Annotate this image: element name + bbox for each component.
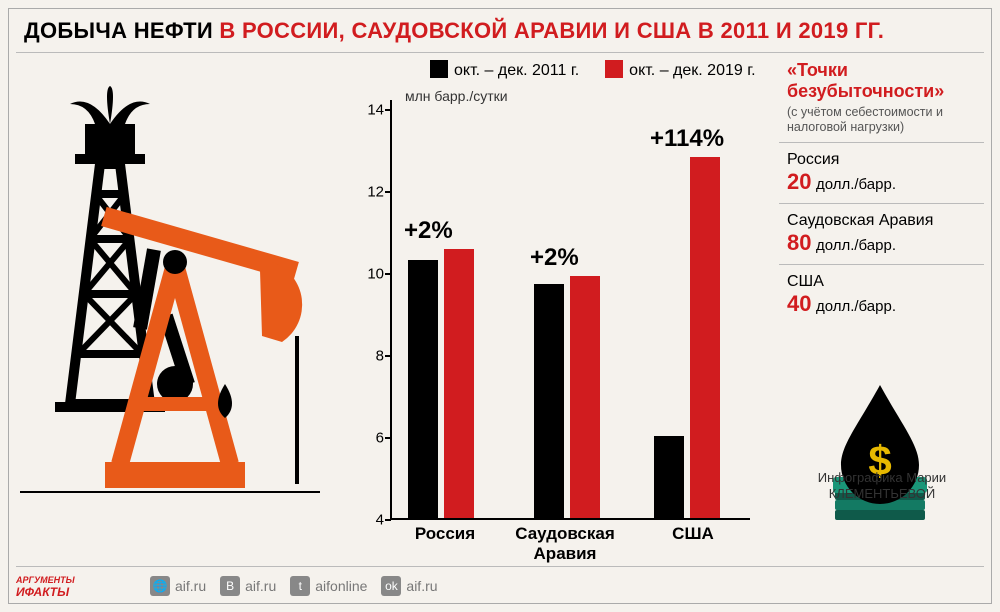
country-label: Россия: [787, 151, 976, 169]
breakeven-item: Россия20 долл./барр.: [779, 142, 984, 203]
bar: [444, 249, 474, 518]
footer: АРГУМЕНТЫ ИФАКТЫ 🌐aif.ruBaif.rutaifonlin…: [16, 566, 984, 600]
y-tick-label: 6: [356, 430, 384, 447]
oil-pumpjack-illustration: [20, 84, 320, 514]
legend-item-2011: окт. – дек. 2011 г.: [430, 60, 579, 80]
breakeven-value: 40: [787, 291, 811, 316]
footer-link[interactable]: 🌐 aif.ru: [150, 576, 206, 596]
footer-link-label: aif.ru: [245, 578, 276, 594]
country-label: Саудовская Аравия: [787, 212, 976, 230]
social-icon: B: [220, 576, 240, 596]
bar: [570, 276, 600, 518]
y-axis: [390, 100, 392, 518]
footer-link-label: aifonline: [315, 578, 367, 594]
title-red: В РОССИИ, САУДОВСКОЙ АРАВИИ И США В 2011…: [219, 18, 884, 43]
group-label: Саудовская Аравия: [510, 524, 620, 564]
title-black: ДОБЫЧА НЕФТИ: [24, 18, 219, 43]
group-label: Россия: [390, 524, 500, 544]
oil-dollar-icon: $: [823, 385, 938, 525]
chart-legend: окт. – дек. 2011 г. окт. – дек. 2019 г.: [430, 60, 756, 80]
pct-label: +2%: [404, 217, 453, 245]
svg-text:АРГУМЕНТЫ: АРГУМЕНТЫ: [16, 575, 76, 585]
footer-link[interactable]: ok aif.ru: [381, 576, 437, 596]
group-label: США: [638, 524, 748, 544]
production-chart: окт. – дек. 2011 г. окт. – дек. 2019 г. …: [330, 56, 760, 556]
legend-swatch-2019: [605, 60, 623, 78]
breakeven-value: 20: [787, 169, 811, 194]
bar: [654, 436, 684, 518]
footer-link-label: aif.ru: [175, 578, 206, 594]
y-tick-label: 8: [356, 348, 384, 365]
footer-link[interactable]: Baif.ru: [220, 576, 276, 596]
svg-text:ИФАКТЫ: ИФАКТЫ: [16, 584, 70, 598]
social-icon: 🌐: [150, 576, 170, 596]
breakeven-item: США40 долл./барр.: [779, 264, 984, 325]
title-bar: ДОБЫЧА НЕФТИ В РОССИИ, САУДОВСКОЙ АРАВИИ…: [16, 12, 984, 53]
bar: [690, 157, 720, 518]
footer-link[interactable]: t aifonline: [290, 576, 367, 596]
y-tick-label: 14: [356, 102, 384, 119]
social-icon: t: [290, 576, 310, 596]
plot-area: 468101214+2%+2%+114%: [390, 110, 750, 520]
page-title: ДОБЫЧА НЕФТИ В РОССИИ, САУДОВСКОЙ АРАВИИ…: [24, 18, 976, 44]
bar: [534, 284, 564, 518]
breakeven-unit: долл./барр.: [816, 298, 896, 315]
social-icon: ok: [381, 576, 401, 596]
breakeven-sidebar: «Точки безубыточности» (с учётом себесто…: [779, 60, 984, 325]
sidebar-note: (с учётом себестоимости и налоговой нагр…: [779, 105, 984, 142]
pct-label: +114%: [650, 125, 724, 153]
breakeven-item: Саудовская Аравия80 долл./барр.: [779, 203, 984, 264]
y-tick-label: 12: [356, 184, 384, 201]
y-tick-label: 4: [356, 512, 384, 529]
legend-swatch-2011: [430, 60, 448, 78]
legend-item-2019: окт. – дек. 2019 г.: [605, 60, 755, 80]
breakeven-unit: долл./барр.: [816, 176, 896, 193]
y-tick-label: 10: [356, 266, 384, 283]
sidebar-title: «Точки безубыточности»: [779, 60, 984, 105]
credit: Инфографика Марии КЛЕМЕНТЬЕВОЙ: [782, 470, 982, 503]
pct-label: +2%: [530, 244, 579, 272]
breakeven-unit: долл./барр.: [816, 237, 896, 254]
y-axis-label: млн барр./сутки: [405, 88, 508, 104]
bar: [408, 260, 438, 518]
breakeven-value: 80: [787, 230, 811, 255]
publisher-logo: АРГУМЕНТЫ ИФАКТЫ: [16, 573, 136, 599]
country-label: США: [787, 273, 976, 291]
footer-link-label: aif.ru: [406, 578, 437, 594]
